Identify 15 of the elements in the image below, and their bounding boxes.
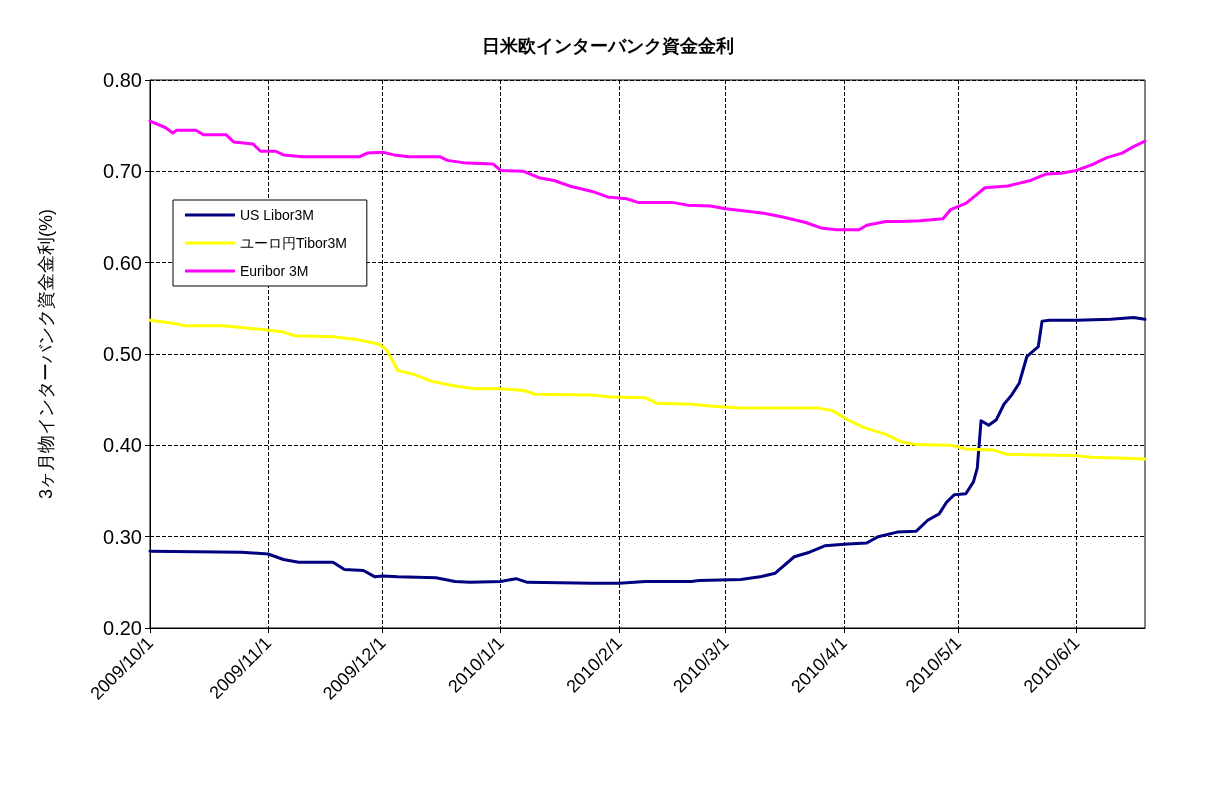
chart-title: 日米欧インターバンク資金金利 [481, 36, 734, 56]
legend-label: Euribor 3M [240, 263, 309, 279]
y-axis-title: 3ヶ月物インターバンク資金金利(%) [36, 208, 56, 500]
y-tick-label: 0.50 [103, 343, 142, 365]
y-tick-label: 0.40 [103, 434, 142, 457]
y-tick-label: 0.30 [103, 525, 142, 548]
y-tick-label: 0.70 [103, 160, 142, 183]
legend-label: ユーロ円Tibor3M [240, 235, 347, 251]
y-tick-label: 0.80 [103, 69, 142, 91]
y-tick-label: 0.60 [103, 251, 142, 274]
line-series [148, 119, 1147, 232]
line-series [148, 318, 1147, 461]
legend-label: US Libor3M [240, 207, 314, 223]
y-tick-label: 0.20 [103, 617, 142, 639]
line-series [148, 315, 1147, 585]
